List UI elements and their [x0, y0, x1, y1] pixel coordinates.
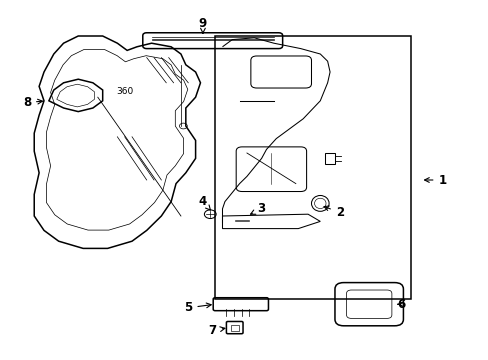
Text: 9: 9 [199, 17, 206, 33]
Text: 1: 1 [424, 174, 446, 186]
Text: 3: 3 [250, 202, 265, 215]
Text: 8: 8 [23, 96, 42, 109]
Text: 360: 360 [116, 87, 133, 96]
Text: 7: 7 [208, 324, 224, 337]
Text: 4: 4 [199, 195, 210, 210]
Text: 5: 5 [184, 301, 211, 314]
Text: 2: 2 [324, 206, 343, 219]
Text: 6: 6 [396, 298, 404, 311]
